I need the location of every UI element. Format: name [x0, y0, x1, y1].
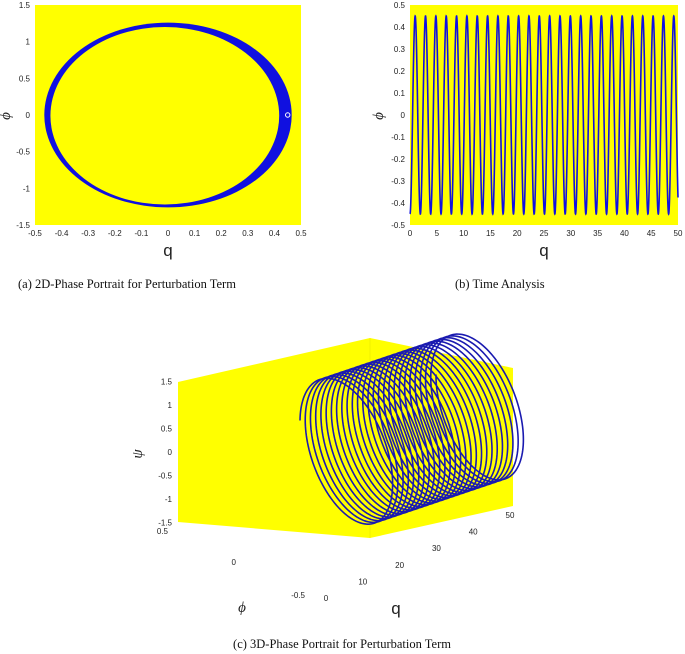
- panel-a-y-label: ϕ: [0, 112, 14, 120]
- panel-c-y-label: ϕ: [238, 600, 246, 616]
- panel-b-y-tick-label: 0.1: [394, 89, 406, 98]
- panel-c-helix-trajectory: [299, 333, 525, 525]
- panel-c-x-tick-label: 50: [506, 511, 515, 520]
- panel-a-x-tick-label: -0.1: [135, 229, 149, 238]
- panel-b-y-ticks: -0.5 -0.4 -0.3 -0.2 -0.1 0 0.1 0.2 0.3 0.4 0.5: [391, 1, 405, 230]
- orbit-band-inner: [50, 27, 280, 205]
- panel-a-x-tick-label: -0.5: [28, 229, 42, 238]
- panel-b-x-tick-label: 5: [435, 229, 440, 238]
- panel-c-z-tick-label: -1.5: [158, 519, 172, 528]
- panel-a-x-tick-label: 0.1: [189, 229, 201, 238]
- panel-b-caption: (b) Time Analysis: [455, 277, 545, 291]
- panel-b-x-tick-label: 15: [486, 229, 495, 238]
- panel-c-x-tick-label: 10: [358, 577, 367, 586]
- panel-c-x-ticks: 0 10 20 30 40 50: [324, 511, 515, 603]
- panel-c-x-label: q: [391, 599, 400, 618]
- panel-a-x-tick-label: 0: [166, 229, 171, 238]
- panel-c-y-tick-label: 0: [232, 558, 237, 567]
- panel-b-time-series: [409, 14, 679, 216]
- panel-a-x-tick-label: 0.3: [242, 229, 254, 238]
- panel-c-z-tick-label: 1: [168, 401, 173, 410]
- panel-b-y-tick-label: -0.2: [391, 155, 405, 164]
- panel-b-x-tick-label: 20: [513, 229, 522, 238]
- orbit-start-marker: [285, 112, 291, 118]
- panel-c-caption: (c) 3D-Phase Portrait for Perturbation T…: [233, 637, 451, 651]
- panel-b-x-tick-label: 10: [459, 229, 468, 238]
- helix-line: [299, 333, 525, 525]
- panel-b-y-tick-label: -0.1: [391, 133, 405, 142]
- panel-c-x-tick-label: 30: [432, 544, 441, 553]
- panel-b-x-tick-label: 45: [647, 229, 656, 238]
- panel-c-z-ticks: -1.5 -1 -0.5 0 0.5 1 1.5: [158, 378, 172, 528]
- panel-c-y-tick-label: 0.5: [157, 527, 169, 536]
- panel-b-x-tick-label: 0: [408, 229, 413, 238]
- panel-c-z-tick-label: 0.5: [161, 425, 173, 434]
- panel-c-z-tick-label: 1.5: [161, 378, 173, 387]
- panel-b-x-tick-label: 40: [620, 229, 629, 238]
- panel-b-y-tick-label: -0.3: [391, 177, 405, 186]
- panel-c-x-tick-label: 40: [469, 528, 478, 537]
- panel-b-x-tick-label: 35: [593, 229, 602, 238]
- panel-a-y-tick-label: 0: [26, 111, 31, 120]
- panel-b-y-tick-label: -0.5: [391, 221, 405, 230]
- panel-a-x-tick-label: -0.2: [108, 229, 122, 238]
- panel-a-orbit-trajectory: [44, 22, 292, 208]
- panel-a-x-tick-label: 0.2: [216, 229, 228, 238]
- panel-a-x-tick-label: 0.5: [295, 229, 307, 238]
- panel-b-y-tick-label: 0.4: [394, 23, 406, 32]
- panel-b-x-label: q: [539, 241, 548, 260]
- panel-b-y-tick-label: 0: [401, 111, 406, 120]
- time-series-line: [409, 14, 679, 216]
- panel-b-y-tick-label: 0.3: [394, 45, 406, 54]
- panel-a-x-ticks: -0.5 -0.4 -0.3 -0.2 -0.1 0 0.1 0.2 0.3 0.4 0.5: [28, 229, 307, 238]
- panel-a-phase-portrait: -0.5 -0.4 -0.3 -0.2 -0.1 0 0.1 0.2 0.3 0.4 0.5 -1.…: [0, 1, 307, 291]
- panel-b-x-ticks: 0 5 10 15 20 25 30 35 40 45 50: [408, 229, 683, 238]
- panel-b-y-tick-label: 0.5: [394, 1, 406, 10]
- panel-b-x-tick-label: 25: [540, 229, 549, 238]
- panel-a-y-tick-label: -1: [23, 184, 31, 193]
- panel-c-z-tick-label: 0: [168, 448, 173, 457]
- panel-b-y-tick-label: 0.2: [394, 67, 406, 76]
- panel-c-x-tick-label: 20: [395, 561, 404, 570]
- panel-b-y-tick-label: -0.4: [391, 199, 405, 208]
- panel-a-y-tick-label: -0.5: [16, 148, 30, 157]
- panel-a-y-tick-label: -1.5: [16, 221, 30, 230]
- panel-a-y-tick-label: 1: [26, 38, 31, 47]
- panel-c-x-tick-label: 0: [324, 594, 329, 603]
- panel-a-caption: (a) 2D-Phase Portrait for Perturbation T…: [18, 277, 236, 291]
- panel-b-y-label: ϕ: [371, 112, 387, 120]
- panel-a-x-tick-label: -0.3: [81, 229, 95, 238]
- panel-c-z-tick-label: -1: [165, 495, 173, 504]
- panel-a-x-tick-label: 0.4: [269, 229, 281, 238]
- panel-a-x-tick-label: -0.4: [55, 229, 69, 238]
- panel-a-y-tick-label: 0.5: [19, 74, 31, 83]
- panel-c-3d-phase-portrait: -1.5-1-0.500.511.5 -0.500.5 01020304050 …: [130, 333, 525, 651]
- panel-b-x-tick-label: 30: [566, 229, 575, 238]
- panel-a-y-tick-label: 1.5: [19, 1, 31, 10]
- panel-b-time-analysis: 0 5 10 15 20 25 30 35 40 45 50 -0.5-0.4-0.3-0.2-0.…: [371, 1, 683, 291]
- panel-b-x-tick-label: 50: [674, 229, 683, 238]
- panel-c-y-tick-label: -0.5: [291, 591, 305, 600]
- panel-c-z-tick-label: -0.5: [158, 472, 172, 481]
- panel-c-z-label: ψ: [130, 449, 146, 459]
- panel-c-y-ticks: -0.5 0 0.5: [157, 527, 306, 600]
- panel-a-x-label: q: [163, 241, 172, 260]
- panel-a-y-ticks: -1.5 -1 -0.5 0 0.5 1 1.5: [16, 1, 30, 230]
